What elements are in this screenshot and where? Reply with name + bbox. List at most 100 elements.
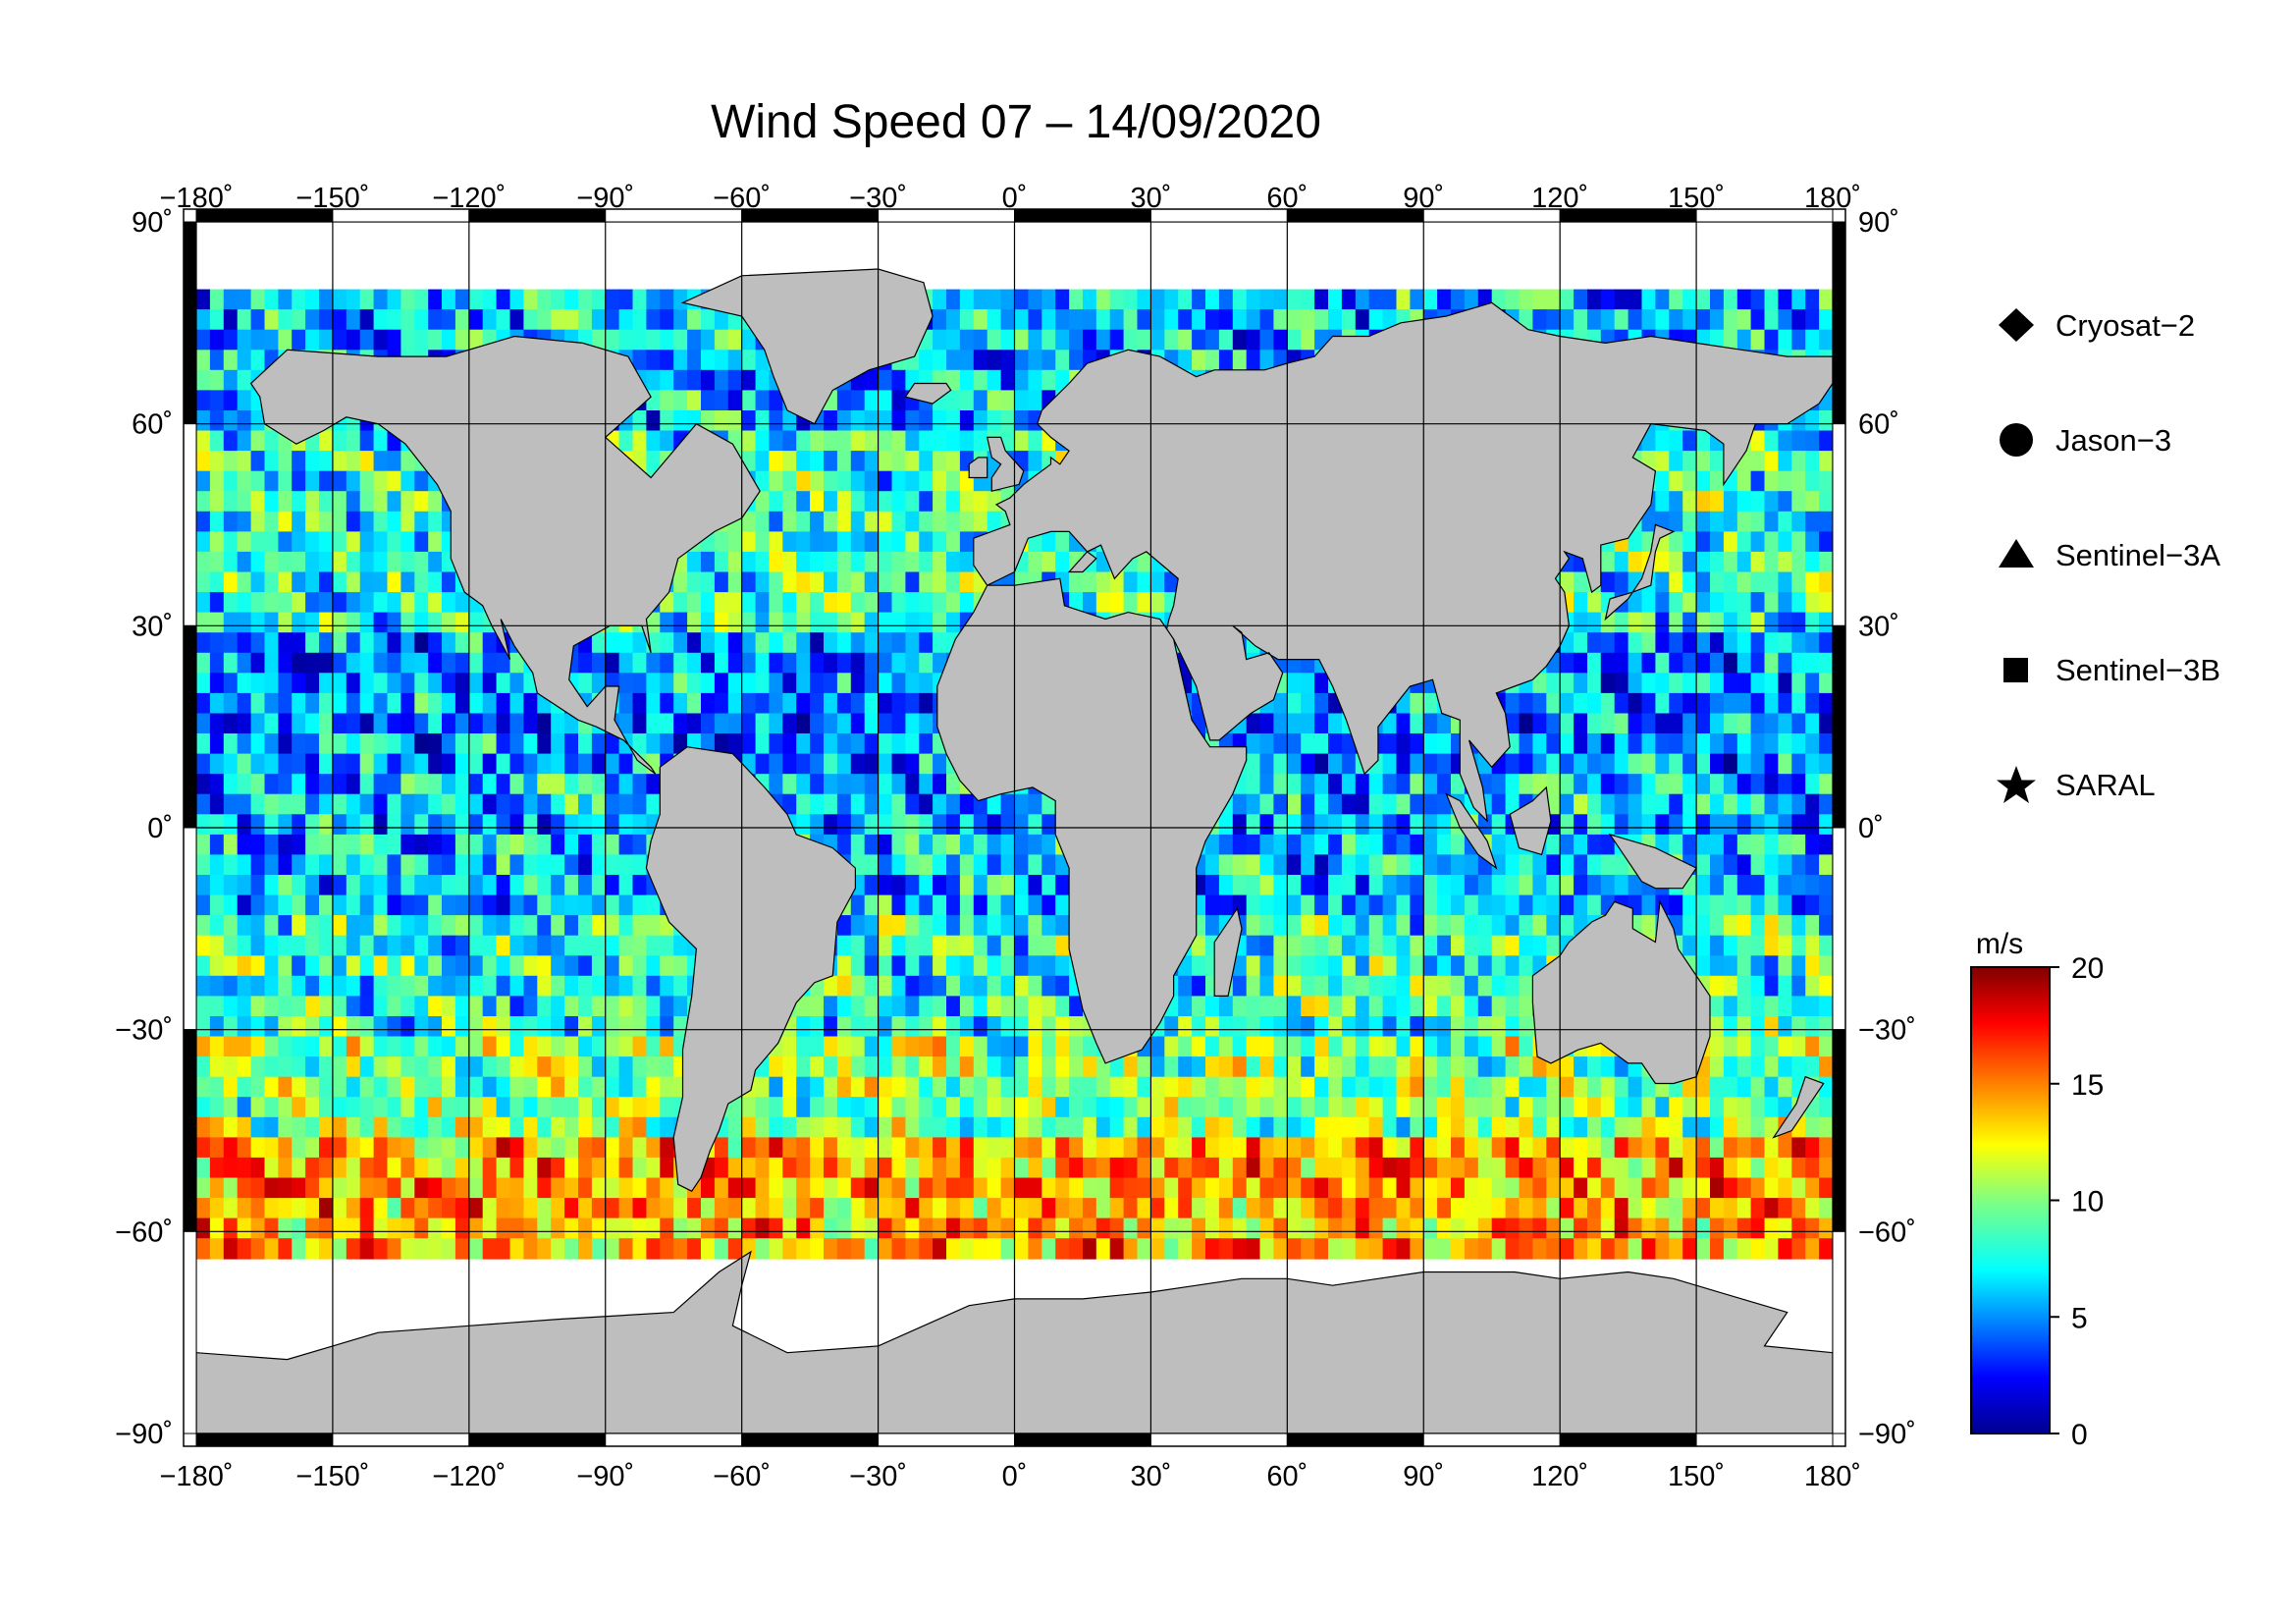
wind-cell <box>714 713 729 734</box>
wind-cell <box>618 814 634 836</box>
wind-cell <box>673 592 688 614</box>
wind-cell <box>1696 451 1711 472</box>
wind-cell <box>1655 551 1671 573</box>
wind-cell <box>905 793 921 816</box>
wind-cell <box>1736 1036 1752 1057</box>
wind-cell <box>850 1016 866 1038</box>
wind-cell <box>1505 774 1521 795</box>
wind-cell <box>959 491 975 513</box>
wind-cell <box>414 289 429 310</box>
wind-cell <box>618 309 634 331</box>
wind-cell <box>1574 875 1588 896</box>
wind-cell <box>660 1016 674 1038</box>
wind-cell <box>714 592 729 614</box>
wind-cell <box>660 350 674 371</box>
wind-cell <box>509 774 525 795</box>
wind-cell <box>673 632 688 654</box>
wind-cell <box>468 612 484 633</box>
wind-cell <box>836 673 852 694</box>
wind-cell <box>959 1016 975 1038</box>
wind-cell <box>578 834 593 856</box>
wind-cell <box>1477 875 1493 896</box>
wind-cell <box>605 1056 620 1078</box>
wind-cell <box>591 854 607 876</box>
wind-cell <box>919 1036 934 1057</box>
wind-cell <box>701 551 716 573</box>
wind-cell <box>1410 1036 1425 1057</box>
wind-cell <box>824 451 838 472</box>
wind-cell <box>496 915 511 937</box>
wind-cell <box>646 612 662 633</box>
wind-cell <box>891 551 907 573</box>
wind-cell <box>196 793 211 816</box>
wind-cell <box>482 632 498 654</box>
wind-cell <box>250 1016 266 1038</box>
wind-cell <box>1628 733 1643 755</box>
wind-cell <box>618 430 634 452</box>
wind-cell <box>1682 793 1697 816</box>
wind-cell <box>1014 430 1030 452</box>
wind-cell <box>359 894 375 916</box>
wind-cell <box>1314 1097 1329 1118</box>
wind-cell <box>646 1036 662 1057</box>
wind-cell <box>1669 612 1683 633</box>
wind-cell <box>632 289 648 310</box>
wind-cell <box>332 491 347 513</box>
wind-cell <box>878 673 893 694</box>
wind-cell <box>824 814 838 836</box>
wind-cell <box>237 551 252 573</box>
wind-cell <box>824 1036 838 1057</box>
wind-cell <box>810 1116 825 1139</box>
wind-cell <box>1041 834 1056 856</box>
wind-cell <box>414 652 429 675</box>
wind-cell <box>864 753 880 775</box>
wind-cell <box>618 894 634 916</box>
wind-cell <box>1819 753 1833 775</box>
wind-cell <box>1328 733 1343 755</box>
wind-cell <box>1819 834 1833 856</box>
wind-cell <box>551 935 565 957</box>
wind-cell <box>919 834 934 856</box>
wind-cell <box>1791 774 1806 795</box>
wind-cell <box>523 733 539 755</box>
wind-cell <box>442 955 456 977</box>
wind-cell <box>605 834 620 856</box>
wind-cell <box>714 390 729 411</box>
wind-cell <box>482 975 498 998</box>
wind-cell <box>1723 894 1738 916</box>
wind-cell <box>1069 1056 1084 1078</box>
wind-cell <box>1723 774 1738 795</box>
wind-cell <box>741 1097 757 1118</box>
wind-cell <box>1259 1097 1275 1118</box>
wind-cell <box>632 1036 648 1057</box>
wind-cell <box>1041 1016 1056 1038</box>
wind-cell <box>1805 774 1820 795</box>
wind-cell <box>946 774 961 795</box>
wind-cell <box>1655 793 1671 816</box>
wind-cell <box>933 814 947 836</box>
wind-cell <box>537 774 552 795</box>
wind-cell <box>919 894 934 916</box>
wind-cell <box>1028 430 1043 452</box>
wind-cell <box>891 733 907 755</box>
wind-cell <box>223 793 239 816</box>
wind-cell <box>864 713 880 734</box>
wind-cell <box>564 1056 579 1078</box>
wind-cell <box>1259 915 1275 937</box>
wind-cell <box>1819 1076 1833 1099</box>
wind-cell <box>660 673 674 694</box>
wind-cell <box>319 1116 334 1139</box>
wind-cell <box>373 1036 389 1057</box>
wind-cell <box>1710 1097 1725 1118</box>
wind-cell <box>878 854 893 876</box>
wind-cell <box>1000 814 1016 836</box>
wind-cell <box>1764 814 1780 836</box>
wind-cell <box>373 692 389 715</box>
wind-cell <box>1355 1016 1370 1038</box>
wind-cell <box>1451 915 1466 937</box>
wind-cell <box>1778 713 1793 734</box>
wind-cell <box>796 733 811 755</box>
wind-cell <box>1382 955 1398 977</box>
wind-cell <box>878 935 893 957</box>
wind-cell <box>741 551 757 573</box>
